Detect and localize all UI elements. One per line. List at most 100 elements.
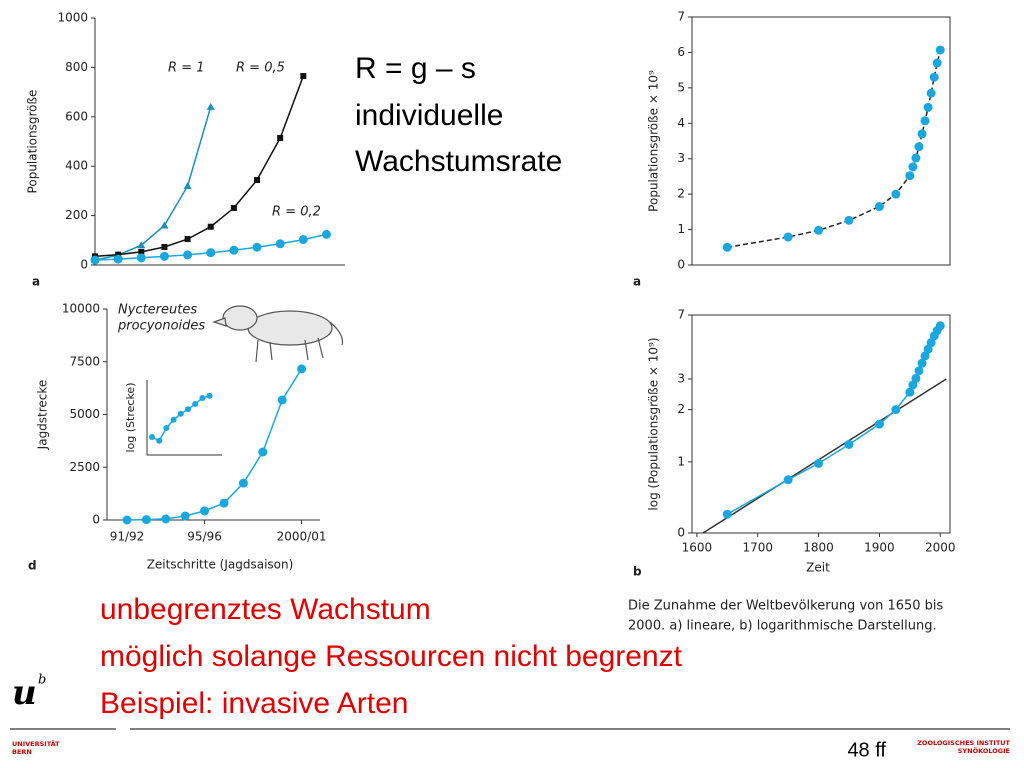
point [258, 447, 268, 457]
institute: ZOOLOGISCHES INSTITUT [917, 739, 1010, 747]
point [277, 395, 287, 405]
point [297, 364, 307, 374]
point [929, 72, 939, 82]
point [722, 509, 732, 519]
y-tick-label: 3 [677, 151, 685, 165]
annotation: R = 1 [168, 61, 204, 76]
point [180, 511, 190, 521]
y-tick-label: 0 [677, 258, 685, 272]
note: unbegrenztes Wachstum [100, 593, 431, 626]
point [814, 458, 824, 468]
x-tick-label: 1800 [803, 541, 834, 555]
point [159, 251, 169, 261]
axis [94, 18, 345, 266]
y-tick-label: 5 [677, 80, 685, 94]
y-tick-label: 200 [65, 208, 88, 222]
series-line [94, 75, 305, 258]
point [161, 243, 168, 250]
point [141, 515, 151, 525]
y-axis-label: Jagdstrecke [36, 380, 50, 451]
x-tick-label: 91/92 [110, 530, 145, 544]
y-tick-label: 0 [80, 258, 88, 272]
panel-letter: a [633, 275, 641, 289]
y-tick-label: 1 [677, 222, 685, 236]
point [298, 235, 308, 245]
point [844, 439, 854, 449]
annotation: Nyctereutes [118, 303, 197, 318]
point [122, 515, 132, 525]
point [920, 351, 930, 361]
point [229, 245, 239, 255]
plot-frame [691, 16, 951, 266]
point [199, 395, 206, 401]
point [911, 153, 921, 163]
point [113, 254, 123, 264]
point [814, 225, 824, 235]
x-tick-label: 95/96 [187, 530, 222, 544]
point [300, 73, 307, 80]
point [90, 255, 100, 265]
point [183, 181, 192, 189]
series-line [726, 325, 941, 515]
point [137, 241, 146, 249]
plot-frame [691, 314, 951, 534]
y-tick-label: 600 [65, 109, 88, 123]
point [926, 88, 936, 98]
point [905, 171, 915, 181]
note: möglich solange Ressourcen nicht begrenz… [100, 640, 683, 673]
x-axis-label: Zeitschritte (Jagdsaison) [147, 558, 294, 572]
y-tick-label: 0 [677, 526, 685, 540]
point [200, 506, 210, 516]
x-tick-label: 1700 [742, 541, 773, 555]
point [935, 45, 945, 55]
point [891, 405, 901, 415]
point [783, 475, 793, 485]
logo-mark: u [12, 673, 37, 713]
point [230, 204, 237, 211]
y-axis-label: Populationsgröße [26, 90, 40, 194]
logo-name: UNIVERSITÄT [12, 739, 60, 748]
note: Beispiel: invasive Arten [100, 687, 409, 720]
point [914, 142, 924, 152]
y-axis-label: log (Strecke) [124, 383, 137, 453]
annotation: R = 0,5 [236, 61, 285, 76]
point [163, 425, 170, 431]
series-line [94, 106, 212, 261]
point [254, 177, 261, 184]
y-tick-label: 5000 [69, 407, 100, 421]
point [206, 102, 215, 110]
institute: SYNÖKOLOGIE [958, 746, 1010, 755]
point [920, 116, 930, 126]
point [891, 189, 901, 199]
y-tick-label: 3 [677, 371, 685, 385]
point [206, 248, 216, 258]
x-tick-label: 2000 [925, 541, 956, 555]
y-tick-label: 800 [65, 60, 88, 74]
point [183, 250, 193, 260]
y-tick-label: 2 [677, 402, 685, 416]
caption: 2000. a) lineare, b) logarithmische Dars… [628, 619, 937, 634]
point [917, 129, 927, 139]
point [136, 253, 146, 263]
page-number: 48 ff [847, 739, 886, 761]
y-tick-label: 1000 [57, 11, 88, 25]
y-tick-label: 10000 [62, 302, 100, 316]
series-line [727, 49, 942, 249]
point [844, 215, 854, 225]
logo-superscript: b [38, 673, 46, 688]
point [160, 221, 169, 229]
point [207, 223, 214, 230]
y-tick-label: 400 [65, 159, 88, 173]
y-tick-label: 7500 [69, 354, 100, 368]
x-tick-label: 2000/01 [277, 530, 327, 544]
point [156, 437, 163, 444]
point [935, 321, 945, 331]
y-tick-label: 2500 [69, 460, 100, 474]
point [161, 514, 171, 524]
point [926, 338, 936, 348]
point [219, 498, 229, 508]
point [917, 358, 927, 368]
y-axis-label: log (Populationsgröße × 10⁹) [647, 337, 661, 510]
annotation: R = 0,2 [272, 205, 321, 220]
y-tick-label: 7 [677, 10, 685, 24]
